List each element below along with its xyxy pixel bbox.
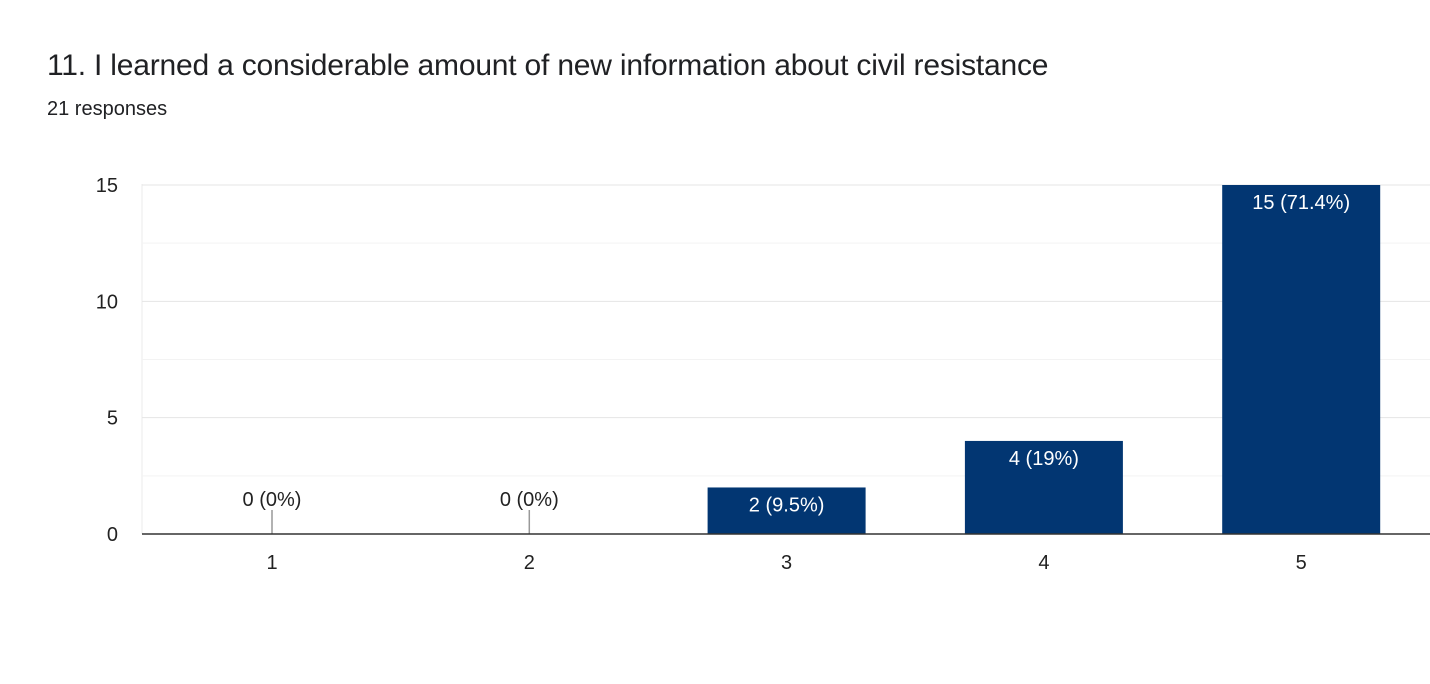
y-tick-label: 5	[107, 408, 118, 430]
y-tick-label: 10	[96, 291, 118, 313]
bar-label-5: 15 (71.4%)	[1252, 192, 1350, 214]
x-tick-label: 5	[1296, 552, 1307, 574]
bar-5	[1222, 185, 1381, 534]
x-axis-ticks: 1 2 3 4 5	[266, 552, 1306, 574]
bar-data-labels: 0 (0%) 0 (0%) 2 (9.5%) 4 (19%) 15 (71.4%)	[243, 192, 1351, 516]
y-axis-ticks: 0 5 10 15	[96, 175, 118, 546]
y-tick-label: 15	[96, 175, 118, 197]
chart-gridlines	[141, 184, 1430, 534]
x-tick-label: 3	[781, 552, 792, 574]
bar-label-3: 2 (9.5%)	[749, 494, 825, 516]
bar-label-2: 0 (0%)	[500, 489, 559, 511]
chart-bars	[271, 185, 1381, 534]
x-tick-label: 4	[1038, 552, 1049, 574]
bar-label-1: 0 (0%)	[243, 489, 302, 511]
y-tick-label: 0	[107, 524, 118, 546]
response-count: 21 responses	[47, 98, 168, 120]
bar-label-4: 4 (19%)	[1009, 448, 1079, 470]
question-title: 11. I learned a considerable amount of n…	[47, 49, 1049, 82]
x-tick-label: 1	[266, 552, 277, 574]
bar-4	[964, 440, 1123, 534]
bar-3	[707, 487, 866, 534]
x-tick-label: 2	[524, 552, 535, 574]
